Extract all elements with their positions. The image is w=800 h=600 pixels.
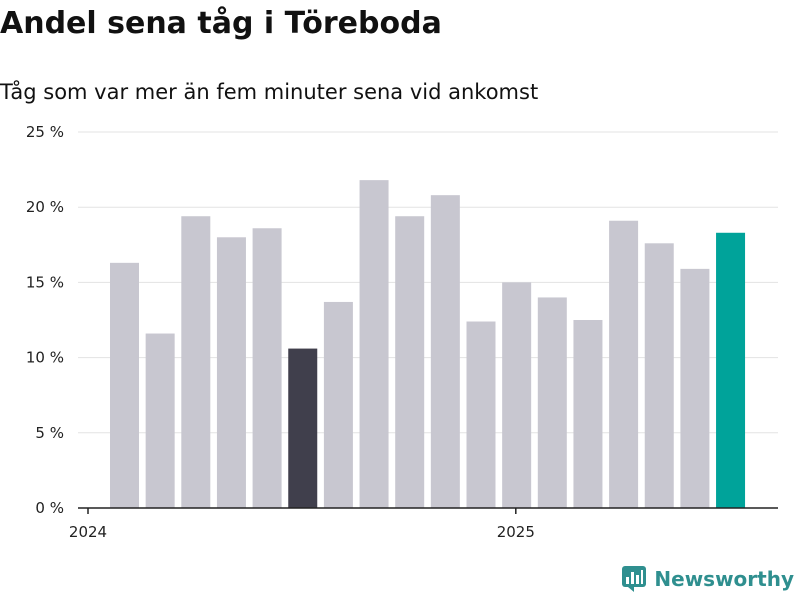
- bar: [466, 321, 496, 508]
- bar: [252, 228, 282, 509]
- chart-title: Andel sena tåg i Töreboda: [0, 6, 442, 41]
- bar: [573, 320, 603, 508]
- bar: [680, 268, 710, 508]
- x-tick-label: 2025: [497, 523, 535, 541]
- brand: Newsworthy: [622, 566, 794, 592]
- bar: [359, 180, 389, 509]
- y-tick-label: 25 %: [26, 123, 64, 141]
- y-tick-label: 20 %: [26, 198, 64, 216]
- bar: [288, 348, 318, 508]
- bar: [644, 243, 674, 508]
- bar: [430, 195, 460, 508]
- bar: [323, 301, 353, 508]
- y-tick-label: 10 %: [26, 349, 64, 367]
- x-tick-label: 2024: [69, 523, 107, 541]
- bar: [145, 333, 175, 508]
- y-tick-label: 5 %: [35, 424, 64, 442]
- bar: [395, 216, 425, 508]
- bar: [216, 237, 246, 508]
- newsworthy-logo-icon: [622, 566, 647, 592]
- y-tick-label: 0 %: [35, 499, 64, 517]
- bar: [502, 282, 532, 508]
- bar: [181, 216, 211, 508]
- brand-name: Newsworthy: [654, 567, 794, 591]
- chart-subtitle: Tåg som var mer än fem minuter sena vid …: [0, 80, 539, 104]
- bar: [716, 232, 746, 508]
- bar: [537, 297, 567, 508]
- y-tick-label: 15 %: [26, 273, 64, 291]
- bar: [110, 262, 139, 508]
- bar: [609, 220, 639, 508]
